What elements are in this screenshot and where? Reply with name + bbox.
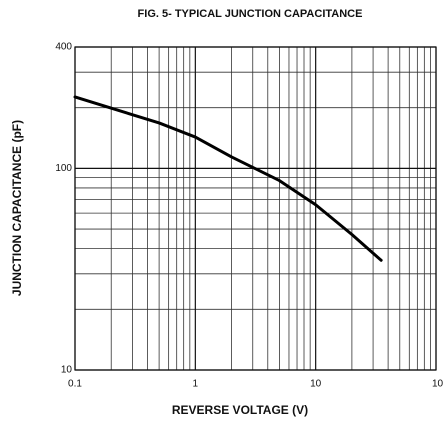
data-line <box>73 95 383 262</box>
x-tick-label: 100 <box>432 379 443 390</box>
x-tick-label: 1 <box>193 379 199 390</box>
x-tick-label: 10 <box>310 379 322 390</box>
plot-frame <box>74 46 437 371</box>
x-axis-label: REVERSE VOLTAGE (V) <box>172 403 308 417</box>
y-tick-label: 100 <box>55 163 72 174</box>
x-tick-label: 0.1 <box>68 379 82 390</box>
chart-title: FIG. 5- TYPICAL JUNCTION CAPACITANCE <box>138 8 363 20</box>
y-tick-label: 400 <box>55 42 72 53</box>
y-axis-label: JUNCTION CAPACITANCE (pF) <box>10 120 24 296</box>
y-tick-label: 10 <box>61 365 73 376</box>
